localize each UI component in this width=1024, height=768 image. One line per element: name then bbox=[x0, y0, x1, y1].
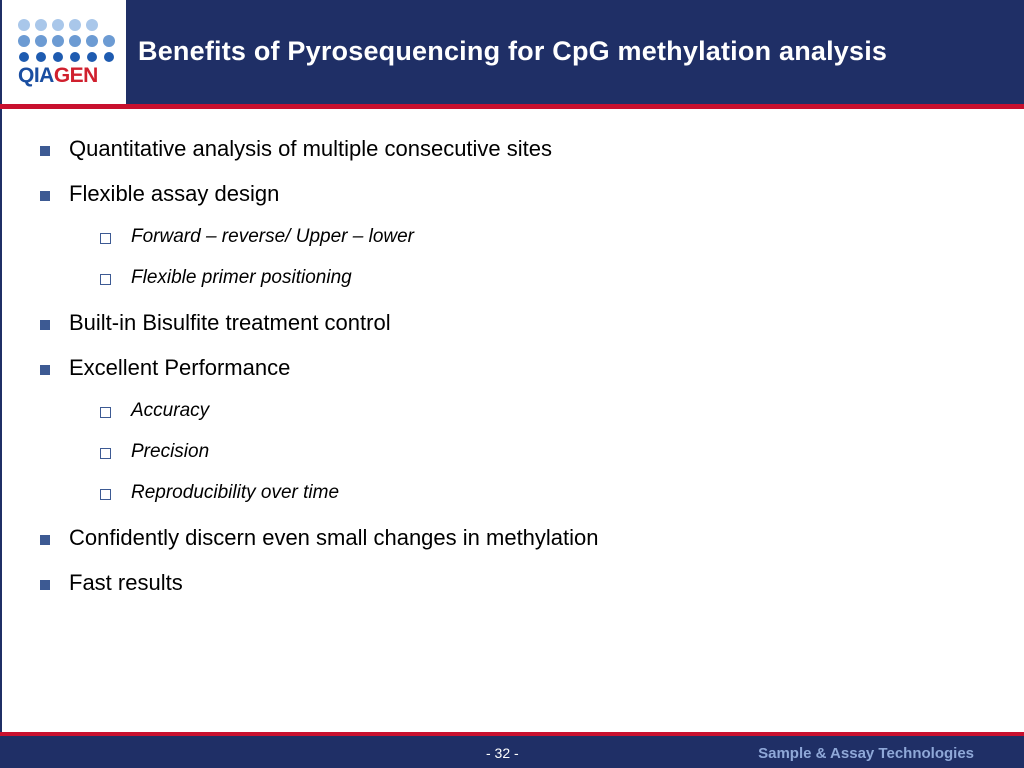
title-divider bbox=[0, 104, 1024, 109]
slide-title: Benefits of Pyrosequencing for CpG methy… bbox=[138, 36, 888, 66]
square-bullet-icon bbox=[40, 580, 50, 590]
hollow-square-bullet-icon bbox=[100, 489, 111, 500]
square-bullet-icon bbox=[40, 535, 50, 545]
footer-divider bbox=[0, 732, 1024, 736]
footer-bar: - 32 - Sample & Assay Technologies bbox=[0, 736, 1024, 768]
sub-bullet-text: Reproducibility over time bbox=[131, 482, 340, 503]
sub-bullet-text: Forward – reverse/ Upper – lower bbox=[131, 226, 414, 247]
title-bar: QIAGEN Benefits of Pyrosequencing for Cp… bbox=[0, 0, 1024, 104]
square-bullet-icon bbox=[40, 365, 50, 375]
logo-dots-icon bbox=[18, 19, 115, 62]
logo-wordmark: QIAGEN bbox=[18, 64, 98, 88]
footer-brand: Sample & Assay Technologies bbox=[758, 745, 974, 762]
square-bullet-icon bbox=[40, 320, 50, 330]
bullet-text: Quantitative analysis of multiple consec… bbox=[69, 136, 553, 161]
sub-bullet-text: Flexible primer positioning bbox=[131, 267, 352, 288]
hollow-square-bullet-icon bbox=[100, 448, 111, 459]
sub-bullet-text: Accuracy bbox=[131, 400, 210, 421]
bullet-text: Excellent Performance bbox=[69, 355, 291, 380]
hollow-square-bullet-icon bbox=[100, 407, 111, 418]
bullet-text: Flexible assay design bbox=[69, 181, 280, 206]
bullet-text: Built-in Bisulfite treatment control bbox=[69, 310, 391, 335]
square-bullet-icon bbox=[40, 191, 50, 201]
bullet-text: Confidently discern even small changes i… bbox=[69, 525, 599, 550]
page-number: - 32 - bbox=[486, 745, 519, 761]
qiagen-logo: QIAGEN bbox=[2, 0, 126, 104]
sub-bullet-text: Precision bbox=[131, 441, 210, 462]
square-bullet-icon bbox=[40, 146, 50, 156]
logo-text-b: GEN bbox=[53, 64, 99, 87]
left-border bbox=[0, 0, 2, 736]
hollow-square-bullet-icon bbox=[100, 274, 111, 285]
bullet-text: Fast results bbox=[69, 570, 183, 595]
logo-text-a: QIA bbox=[18, 64, 54, 87]
hollow-square-bullet-icon bbox=[100, 233, 111, 244]
